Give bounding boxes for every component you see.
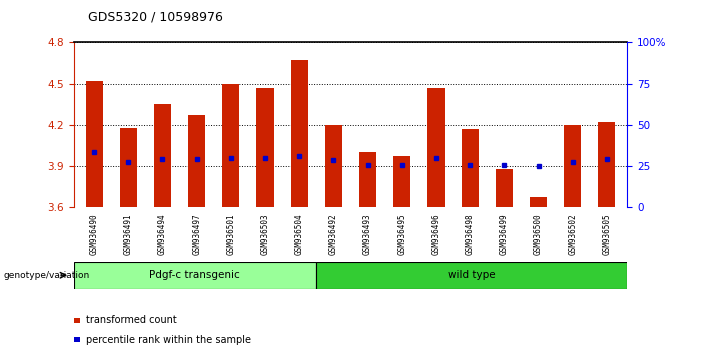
Bar	[74, 318, 80, 323]
Text: GDS5320 / 10598976: GDS5320 / 10598976	[88, 11, 222, 24]
Text: GSM936502: GSM936502	[569, 213, 577, 255]
Text: GSM936501: GSM936501	[226, 213, 236, 255]
Text: GSM936500: GSM936500	[534, 213, 543, 255]
Text: Pdgf-c transgenic: Pdgf-c transgenic	[149, 270, 240, 280]
Bar	[359, 152, 376, 207]
Text: genotype/variation: genotype/variation	[4, 271, 90, 280]
Bar	[325, 125, 342, 207]
Bar	[257, 88, 273, 207]
Text: GSM936493: GSM936493	[363, 213, 372, 255]
Text: GSM936492: GSM936492	[329, 213, 338, 255]
Text: GSM936497: GSM936497	[192, 213, 201, 255]
Bar	[120, 127, 137, 207]
Bar	[428, 88, 444, 207]
Text: percentile rank within the sample: percentile rank within the sample	[86, 335, 251, 345]
Text: GSM936496: GSM936496	[431, 213, 440, 255]
Text: transformed count: transformed count	[86, 315, 177, 325]
Text: GSM936499: GSM936499	[500, 213, 509, 255]
Bar	[74, 262, 316, 289]
Bar	[222, 84, 240, 207]
Bar	[291, 60, 308, 207]
Bar	[461, 129, 479, 207]
Bar	[154, 104, 171, 207]
Bar	[393, 156, 410, 207]
Text: GSM936495: GSM936495	[397, 213, 407, 255]
Text: GSM936503: GSM936503	[261, 213, 270, 255]
Bar	[86, 81, 102, 207]
Bar	[496, 169, 513, 207]
Text: wild type: wild type	[448, 270, 496, 280]
Bar	[316, 262, 627, 289]
Bar	[564, 125, 581, 207]
Text: GSM936505: GSM936505	[602, 213, 611, 255]
Text: GSM936498: GSM936498	[465, 213, 475, 255]
Text: GSM936494: GSM936494	[158, 213, 167, 255]
Text: GSM936491: GSM936491	[124, 213, 132, 255]
Bar	[74, 337, 80, 343]
Bar	[599, 122, 615, 207]
Bar	[188, 115, 205, 207]
Text: GSM936490: GSM936490	[90, 213, 99, 255]
Text: GSM936504: GSM936504	[294, 213, 304, 255]
Bar	[530, 198, 547, 207]
